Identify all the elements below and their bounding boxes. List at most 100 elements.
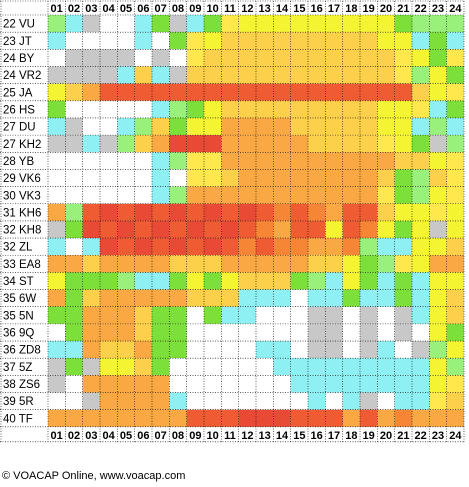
column-header-top: 19 bbox=[363, 3, 375, 15]
heatmap-cell bbox=[325, 323, 343, 342]
heatmap-cell bbox=[325, 15, 343, 33]
heatmap-cell bbox=[100, 49, 118, 67]
heatmap-cell bbox=[117, 66, 135, 84]
heatmap-cell bbox=[117, 341, 135, 359]
heatmap-cell bbox=[204, 15, 222, 33]
heatmap-cell bbox=[186, 15, 204, 33]
heatmap-cell bbox=[100, 203, 118, 221]
heatmap-cell bbox=[65, 135, 83, 153]
heatmap-cell bbox=[186, 238, 204, 256]
heatmap-cell bbox=[342, 272, 360, 290]
column-header-bottom: 10 bbox=[207, 430, 219, 442]
heatmap-cell bbox=[273, 220, 291, 239]
heatmap-cell bbox=[48, 186, 66, 204]
heatmap-cell bbox=[446, 272, 464, 290]
heatmap-cell bbox=[117, 238, 135, 256]
row-label: 24 VR2 bbox=[3, 70, 41, 82]
heatmap-cell bbox=[134, 289, 152, 307]
row-label: 27 DU bbox=[3, 122, 36, 134]
heatmap-cell bbox=[325, 152, 343, 170]
heatmap-cell bbox=[360, 135, 378, 153]
heatmap-cell bbox=[429, 272, 447, 290]
heatmap-cell bbox=[152, 66, 170, 84]
heatmap-cell bbox=[238, 341, 256, 359]
heatmap-cell bbox=[82, 100, 100, 118]
heatmap-cell bbox=[412, 358, 430, 376]
heatmap-cell bbox=[446, 306, 464, 324]
heatmap-cell bbox=[221, 306, 239, 324]
heatmap-cell bbox=[394, 238, 412, 256]
column-header-bottom: 03 bbox=[85, 430, 97, 442]
heatmap-cell bbox=[360, 323, 378, 342]
heatmap-cell bbox=[308, 392, 326, 410]
heatmap-cell bbox=[204, 323, 222, 342]
row-label: 38 ZS6 bbox=[3, 379, 40, 391]
column-header-top: 22 bbox=[415, 3, 427, 15]
heatmap-cell bbox=[204, 255, 222, 273]
heatmap-cell bbox=[48, 220, 66, 239]
heatmap-cell bbox=[134, 152, 152, 170]
heatmap-cell bbox=[325, 135, 343, 153]
column-header-bottom: 04 bbox=[103, 430, 116, 442]
heatmap-cell bbox=[117, 375, 135, 393]
column-header-bottom: 02 bbox=[68, 430, 80, 442]
heatmap-cell bbox=[152, 272, 170, 290]
heatmap-cell bbox=[238, 15, 256, 33]
heatmap-cell bbox=[82, 375, 100, 393]
heatmap-cell bbox=[204, 358, 222, 376]
heatmap-cell bbox=[256, 100, 274, 118]
heatmap-cell bbox=[429, 66, 447, 84]
row-label: 30 VK3 bbox=[3, 190, 41, 202]
heatmap-cell bbox=[394, 255, 412, 273]
heatmap-cell bbox=[256, 306, 274, 324]
heatmap-cell bbox=[394, 306, 412, 324]
heatmap-cell bbox=[256, 255, 274, 273]
heatmap-cell bbox=[82, 220, 100, 239]
heatmap-cell bbox=[342, 117, 360, 136]
column-header-top: 11 bbox=[224, 3, 236, 15]
row-label: 32 KH8 bbox=[3, 225, 41, 237]
heatmap-cell bbox=[100, 341, 118, 359]
heatmap-cell bbox=[412, 117, 430, 136]
heatmap-cell bbox=[429, 186, 447, 204]
row-label: 27 KH2 bbox=[3, 139, 41, 151]
heatmap-cell bbox=[134, 32, 152, 50]
heatmap-cell bbox=[48, 83, 66, 101]
heatmap-cell bbox=[256, 220, 274, 239]
heatmap-cell bbox=[169, 32, 187, 50]
heatmap-cell bbox=[117, 100, 135, 118]
column-header-top: 15 bbox=[293, 3, 305, 15]
heatmap-cell bbox=[117, 272, 135, 290]
heatmap-cell bbox=[360, 32, 378, 50]
column-header-bottom: 21 bbox=[397, 430, 409, 442]
row-label: 37 5Z bbox=[3, 362, 32, 374]
heatmap-cell bbox=[169, 66, 187, 84]
column-header-top: 23 bbox=[432, 3, 444, 15]
heatmap-cell bbox=[429, 15, 447, 33]
heatmap-cell bbox=[377, 409, 395, 427]
heatmap-cell bbox=[204, 203, 222, 221]
heatmap-cell bbox=[256, 83, 274, 101]
heatmap-cell bbox=[256, 323, 274, 342]
column-header-top: 06 bbox=[137, 3, 149, 15]
heatmap-cell bbox=[82, 306, 100, 324]
row-label: 25 JA bbox=[3, 87, 33, 99]
column-header-bottom: 20 bbox=[380, 430, 392, 442]
row-label: 22 VU bbox=[3, 19, 35, 31]
heatmap-cell bbox=[360, 83, 378, 101]
heatmap-cell bbox=[100, 100, 118, 118]
heatmap-cell bbox=[134, 186, 152, 204]
heatmap-cell bbox=[152, 375, 170, 393]
heatmap-cell bbox=[221, 409, 239, 427]
heatmap-cell bbox=[290, 375, 308, 393]
heatmap-cell bbox=[169, 49, 187, 67]
heatmap-cell bbox=[82, 117, 100, 136]
heatmap-cell bbox=[256, 15, 274, 33]
heatmap-cell bbox=[290, 341, 308, 359]
heatmap-cell bbox=[273, 375, 291, 393]
heatmap-cell bbox=[429, 32, 447, 50]
heatmap-cell bbox=[238, 409, 256, 427]
heatmap-cell bbox=[100, 15, 118, 33]
heatmap-cell bbox=[360, 255, 378, 273]
heatmap-cell bbox=[82, 169, 100, 187]
